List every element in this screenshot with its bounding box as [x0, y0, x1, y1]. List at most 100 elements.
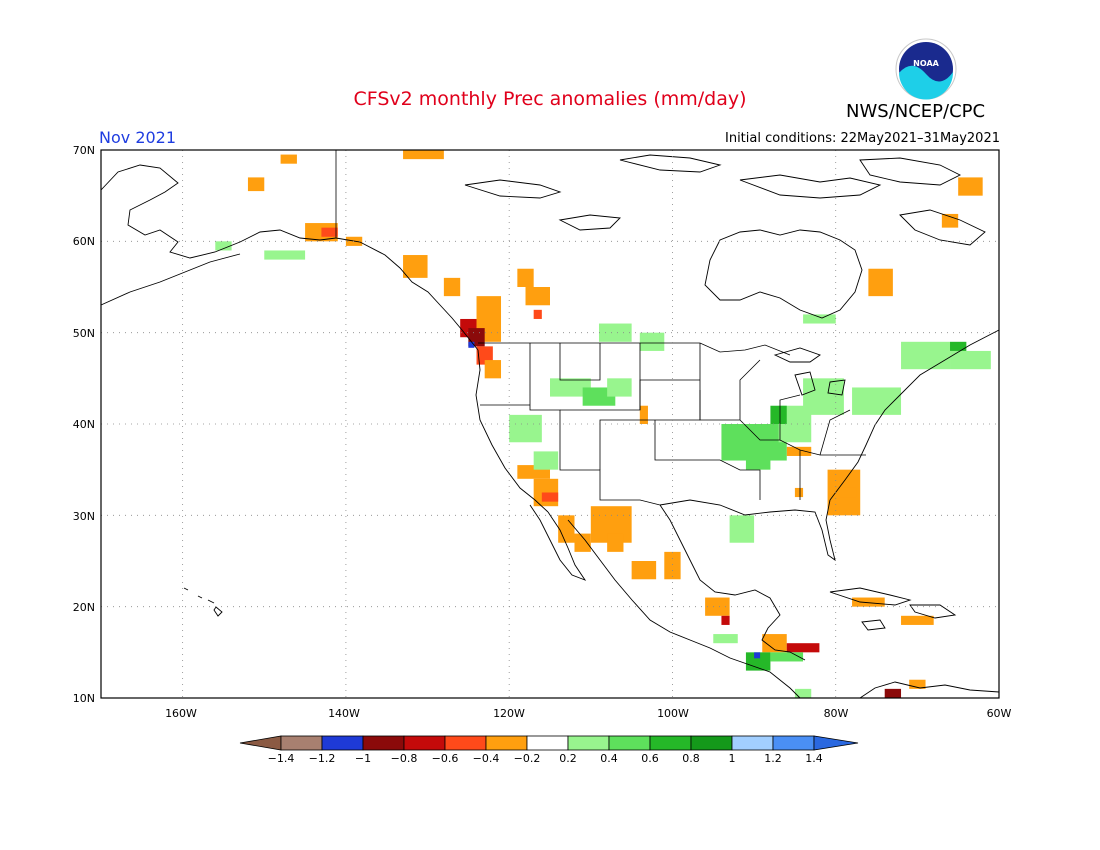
colorbar-label: 0.8 [682, 752, 700, 765]
anomaly-cell [950, 341, 967, 351]
anomaly-cell [664, 551, 681, 580]
anomaly-cell [639, 405, 648, 424]
anomaly-cell [607, 533, 624, 552]
colorbar-swatch [444, 735, 487, 751]
lon-label-140w: 140W [328, 707, 360, 720]
anomaly-cell [950, 350, 991, 370]
anomaly-cell [525, 287, 550, 306]
political-borders [335, 150, 866, 506]
anomaly-cell [770, 652, 804, 662]
anomaly-cell [215, 241, 232, 251]
anomaly-cell [264, 250, 306, 260]
colorbar [239, 735, 859, 751]
colorbar-swatch [649, 735, 692, 751]
map-background [101, 150, 999, 698]
anomaly-cell [280, 154, 297, 164]
colorbar-swatch [608, 735, 651, 751]
lat-label-10n: 10N [73, 692, 95, 705]
anomaly-cell [558, 515, 575, 543]
lat-label-60n: 60N [73, 235, 95, 248]
map-frame [100, 149, 1000, 699]
anomaly-cell [541, 492, 559, 502]
lon-label-60w: 60W [987, 707, 1012, 720]
initial-conditions-label: Initial conditions: 22May2021–31May2021 [725, 131, 1000, 146]
anomaly-cell [884, 688, 902, 698]
anomaly-cell [803, 314, 836, 324]
anomaly-cell [443, 277, 461, 297]
anomaly-cell [770, 405, 787, 424]
lon-label-120w: 120W [493, 707, 525, 720]
colorbar-label: 1.4 [805, 752, 823, 765]
anomaly-cell [901, 341, 951, 370]
colorbar-label: −0.6 [432, 752, 459, 765]
anomaly-cell [839, 487, 857, 498]
anomaly-cell [745, 451, 771, 470]
anomaly-cell [639, 332, 665, 351]
colorbar-label: −1.2 [309, 752, 336, 765]
colorbar-swatch [362, 735, 405, 751]
colorbar-label: 0.6 [641, 752, 659, 765]
anomaly-cell [574, 533, 591, 552]
anomaly-cell [598, 323, 632, 342]
colorbar-swatch [772, 735, 815, 751]
anomaly-cell [852, 597, 885, 607]
lat-label-50n: 50N [73, 327, 95, 340]
map-title: CFSv2 monthly Prec anomalies (mm/day) [353, 88, 747, 110]
anomaly-cell [729, 515, 755, 543]
colorbar-swatch [321, 735, 364, 751]
axis-ticks: 160W 140W 120W 100W 80W 60W 70N 60N 50N … [73, 144, 1012, 720]
anomaly-cell-strong [754, 652, 761, 659]
colorbar-label: 0.2 [559, 752, 577, 765]
anomaly-cell [909, 679, 926, 689]
anomaly-cell [794, 487, 804, 498]
anomaly-cell [705, 597, 730, 616]
anomaly-cell [403, 150, 444, 160]
anomaly-cell [509, 414, 542, 443]
org-label: NWS/NCEP/CPC [846, 101, 986, 122]
anomaly-cell [550, 378, 591, 397]
colorbar-swatch [567, 735, 610, 751]
anomaly-cell [403, 255, 428, 278]
anomaly-cell [941, 213, 959, 228]
logo-text: NOAA [913, 59, 939, 68]
colorbar-swatch [280, 735, 323, 751]
anomaly-cell [901, 615, 934, 625]
anomaly-cell [803, 378, 844, 415]
anomaly-cell [476, 346, 493, 365]
colorbar-swatch [485, 735, 528, 751]
colorbar-arrow-left [239, 735, 282, 751]
lat-label-40n: 40N [73, 418, 95, 431]
anomaly-cell [852, 387, 902, 415]
colorbar-label: −1 [355, 752, 371, 765]
anomaly-cell [786, 446, 812, 456]
lon-label-80w: 80W [824, 707, 849, 720]
colorbar-label: −0.2 [514, 752, 541, 765]
anomaly-cell [517, 268, 534, 287]
anomaly-cell [247, 177, 265, 192]
lon-label-160w: 160W [165, 707, 197, 720]
anomaly-cell [786, 643, 820, 653]
anomaly-cell [958, 177, 983, 196]
anomaly-cell [321, 227, 338, 237]
anomaly-cell [533, 309, 542, 319]
colorbar-label: 1.2 [764, 752, 782, 765]
anomaly-cell-strong [468, 341, 475, 348]
colorbar-swatch [403, 735, 446, 751]
coastlines [100, 154, 1000, 699]
colorbar-label: 1 [729, 752, 736, 765]
anomaly-cell [721, 615, 730, 625]
gridlines [101, 150, 999, 698]
colorbar-label: −0.8 [391, 752, 418, 765]
noaa-logo-icon: NOAA [895, 38, 957, 100]
month-label: Nov 2021 [99, 128, 177, 147]
anomaly-cell [868, 268, 893, 297]
colorbar-label: −0.4 [473, 752, 500, 765]
colorbar-labels: −1.4 −1.2 −1 −0.8 −0.6 −0.4 −0.2 0.2 0.4… [268, 752, 823, 765]
anomaly-cell [631, 561, 657, 580]
colorbar-label: 0.4 [600, 752, 618, 765]
lat-label-70n: 70N [73, 144, 95, 157]
colorbar-label: −1.4 [268, 752, 295, 765]
colorbar-swatch [690, 735, 733, 751]
anomaly-cell [533, 451, 559, 470]
